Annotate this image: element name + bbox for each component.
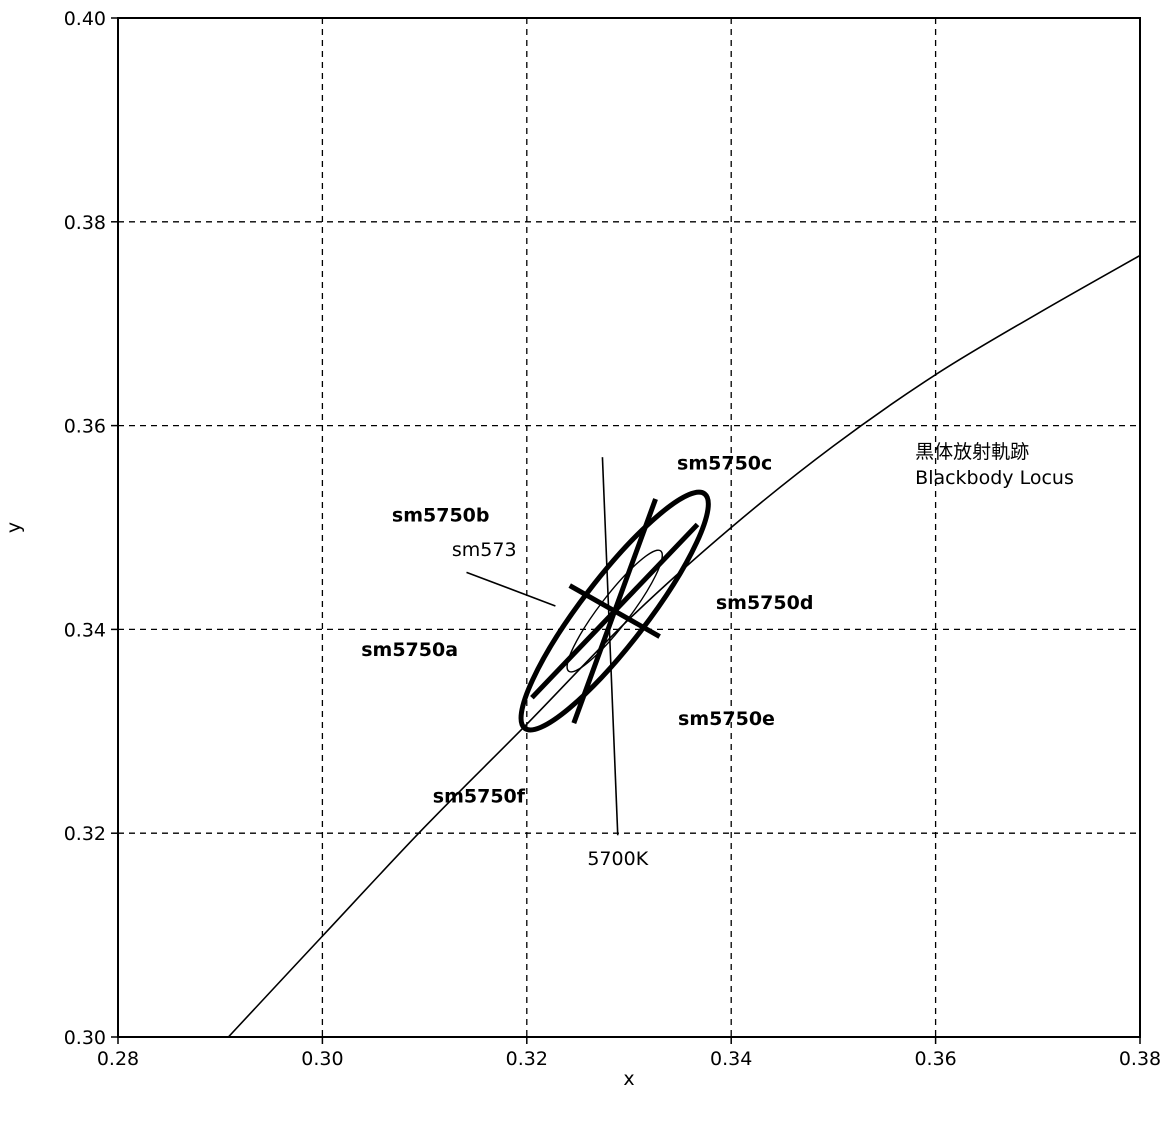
plot-frame xyxy=(117,17,1141,1038)
outer-ellipse xyxy=(518,489,711,733)
label-sm5750e: sm5750e xyxy=(678,708,775,730)
plot-series xyxy=(227,254,1140,1037)
label-sm573: sm573 xyxy=(452,539,517,561)
x-tick-label: 0.30 xyxy=(301,1048,343,1070)
label-sm5750b: sm5750b xyxy=(392,504,490,526)
y-tick-label: 0.32 xyxy=(64,823,106,845)
x-tick-label: 0.34 xyxy=(710,1048,752,1070)
label-blackbody-locus-ja: 黒体放射軌跡 xyxy=(915,441,1029,463)
segment-sm5750f xyxy=(571,610,618,725)
sm573-leader-line xyxy=(466,571,556,607)
y-tick-label: 0.38 xyxy=(64,212,106,234)
blackbody-locus-line xyxy=(227,254,1140,1037)
x-tick-label: 0.36 xyxy=(914,1048,956,1070)
x-tick-label: 0.38 xyxy=(1119,1048,1161,1070)
label-sm5750a: sm5750a xyxy=(361,639,458,661)
label-sm5750c: sm5750c xyxy=(677,452,772,474)
grid-lines xyxy=(118,18,1140,1037)
x-axis-label: x xyxy=(623,1068,634,1090)
segment-sm5750c xyxy=(612,498,658,612)
y-tick-label: 0.40 xyxy=(64,8,106,30)
y-tick-label: 0.36 xyxy=(64,416,106,438)
x-tick-label: 0.28 xyxy=(97,1048,139,1070)
tick-labels: 0.28 0.30 0.32 0.34 0.36 0.380.300.320.340.36… xyxy=(64,8,1161,1070)
y-tick-label: 0.30 xyxy=(64,1027,106,1049)
annotations: sm5750a sm5750b sm5750c sm5750d sm5750e sm575… xyxy=(361,441,1074,870)
label-sm5750f: sm5750f xyxy=(433,786,526,808)
label-sm5750d: sm5750d xyxy=(716,592,814,614)
segment-sm5750a xyxy=(530,609,617,700)
segment-sm5750d xyxy=(612,522,700,613)
isotemperature-line-5700k xyxy=(601,457,619,836)
segment-sm5750e xyxy=(613,608,661,639)
label-5700k: 5700K xyxy=(587,848,648,870)
y-tick-label: 0.34 xyxy=(64,619,106,641)
segment-sm5750b xyxy=(568,583,616,614)
label-blackbody-locus-en: Blackbody Locus xyxy=(915,467,1074,489)
x-tick-label: 0.32 xyxy=(506,1048,548,1070)
y-axis-label: y xyxy=(3,522,25,533)
